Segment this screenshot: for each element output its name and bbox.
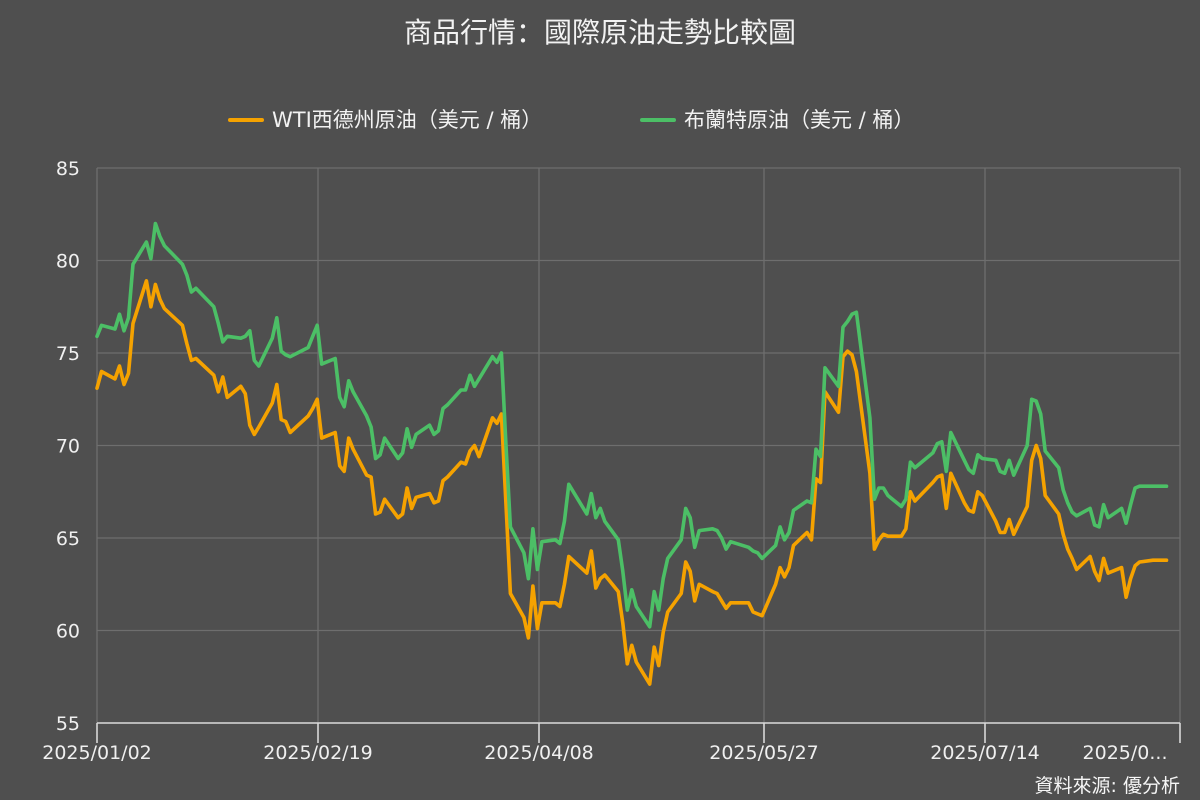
series-line-wti	[95, 279, 1169, 686]
x-tick-label: 2025/05/27	[709, 742, 819, 764]
x-tick-label: 2025/04/08	[484, 742, 594, 764]
gridlines	[96, 167, 1181, 724]
legend-label: 布蘭特原油（美元 / 桶）	[684, 108, 914, 132]
legend: WTI西德州原油（美元 / 桶） 布蘭特原油（美元 / 桶）	[228, 108, 914, 132]
x-tick-label: 2025/01/02	[42, 742, 152, 764]
y-tick-label: 55	[56, 713, 80, 735]
y-axis-ticks: 55 60 65 70 75 80 85	[56, 158, 80, 735]
x-axis: 2025/01/02 2025/02/19 2025/04/08 2025/05/27…	[42, 722, 1181, 764]
y-tick-label: 70	[56, 436, 80, 458]
legend-label: WTI西德州原油（美元 / 桶）	[272, 108, 542, 132]
y-tick-label: 60	[56, 621, 80, 643]
y-tick-label: 75	[56, 343, 80, 365]
x-tick-label: 2025/0...	[1083, 742, 1168, 764]
series-line-brent	[95, 221, 1169, 629]
source-note: 資料來源: 優分析	[1035, 775, 1180, 797]
y-tick-label: 65	[56, 528, 80, 550]
series-group	[95, 221, 1169, 686]
x-tick-label: 2025/02/19	[263, 742, 373, 764]
y-tick-label: 80	[56, 251, 80, 273]
chart-title: 商品行情：國際原油走勢比較圖	[404, 16, 796, 49]
y-tick-label: 85	[56, 158, 80, 180]
x-tick-label: 2025/07/14	[930, 742, 1040, 764]
